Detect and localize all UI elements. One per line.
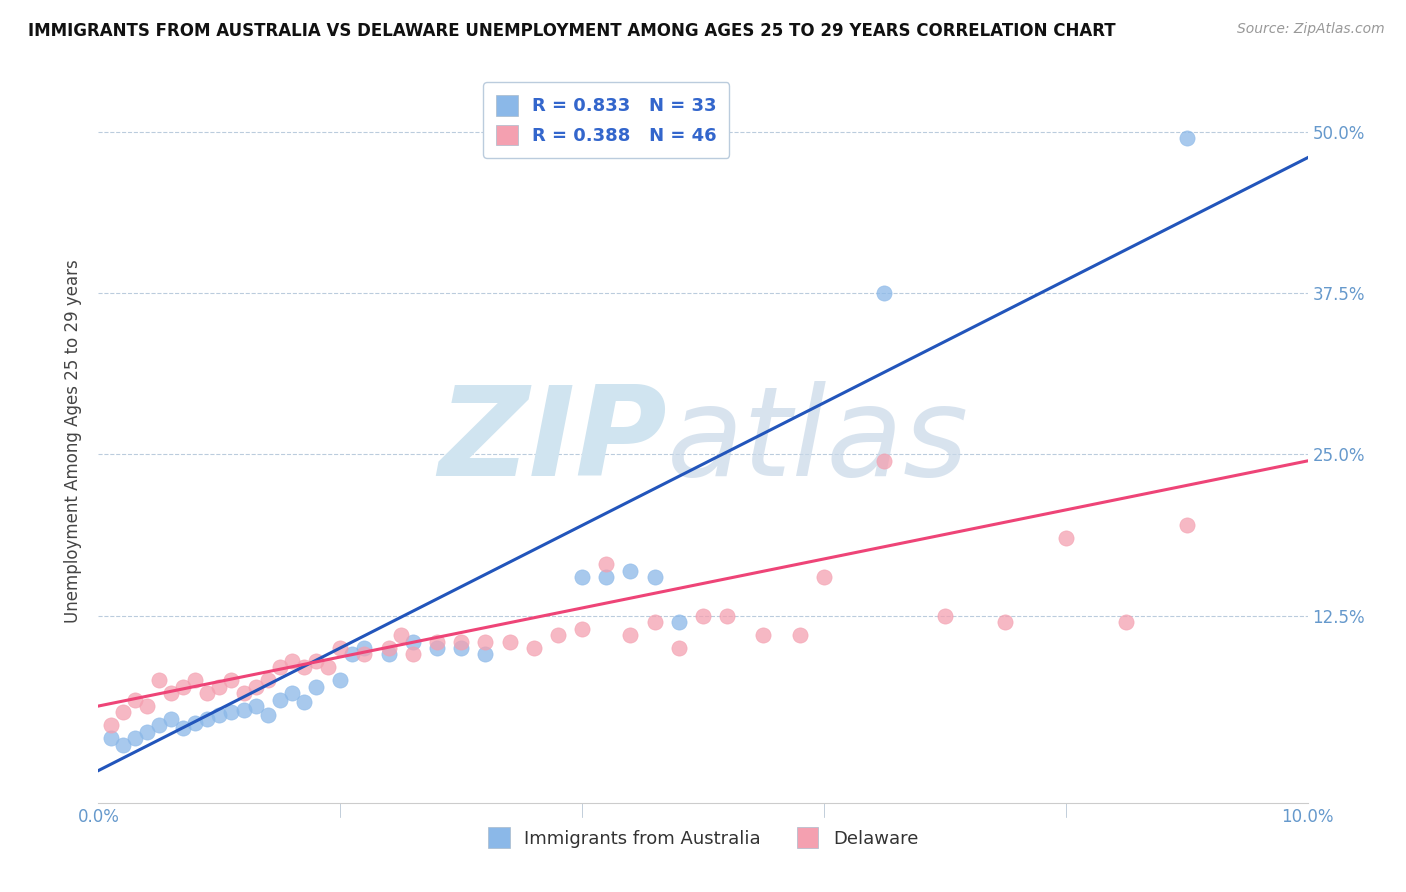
Point xyxy=(148,673,170,688)
Point xyxy=(316,660,339,674)
Point xyxy=(402,648,425,662)
Point xyxy=(221,706,243,720)
Point xyxy=(135,724,157,739)
Point xyxy=(208,708,231,723)
Point xyxy=(644,570,666,584)
Point xyxy=(160,686,183,700)
Point xyxy=(389,628,412,642)
Y-axis label: Unemployment Among Ages 25 to 29 years: Unemployment Among Ages 25 to 29 years xyxy=(65,260,83,624)
Point xyxy=(426,634,449,648)
Point xyxy=(232,686,254,700)
Point xyxy=(281,654,304,668)
Point xyxy=(160,712,183,726)
Point xyxy=(668,615,690,630)
Point xyxy=(595,570,617,584)
Point xyxy=(256,708,278,723)
Point xyxy=(474,634,496,648)
Point xyxy=(245,699,267,714)
Point xyxy=(208,680,231,694)
Point xyxy=(292,695,315,709)
Point xyxy=(402,634,425,648)
Text: atlas: atlas xyxy=(666,381,969,502)
Point xyxy=(523,640,546,655)
Point xyxy=(498,634,520,648)
Point xyxy=(184,715,207,730)
Point xyxy=(269,660,291,674)
Text: ZIP: ZIP xyxy=(439,381,666,502)
Point xyxy=(450,640,472,655)
Text: Source: ZipAtlas.com: Source: ZipAtlas.com xyxy=(1237,22,1385,37)
Point xyxy=(571,570,593,584)
Point xyxy=(934,608,956,623)
Point xyxy=(111,706,134,720)
Point xyxy=(668,640,690,655)
Legend: Immigrants from Australia, Delaware: Immigrants from Australia, Delaware xyxy=(477,816,929,859)
Point xyxy=(195,712,218,726)
Point xyxy=(256,673,278,688)
Point xyxy=(281,686,304,700)
Point xyxy=(873,286,896,301)
Point xyxy=(1115,615,1137,630)
Point xyxy=(571,622,593,636)
Point xyxy=(752,628,775,642)
Point xyxy=(305,654,328,668)
Point xyxy=(221,673,243,688)
Point xyxy=(269,692,291,706)
Point xyxy=(353,648,375,662)
Point xyxy=(111,738,134,752)
Point xyxy=(619,564,641,578)
Point xyxy=(195,686,218,700)
Point xyxy=(342,648,364,662)
Point xyxy=(135,699,157,714)
Point xyxy=(1175,518,1198,533)
Point xyxy=(873,454,896,468)
Point xyxy=(716,608,738,623)
Point xyxy=(100,731,122,746)
Point xyxy=(329,640,352,655)
Point xyxy=(644,615,666,630)
Point xyxy=(474,648,496,662)
Point xyxy=(1054,531,1077,545)
Point xyxy=(426,640,449,655)
Point xyxy=(100,718,122,732)
Point xyxy=(619,628,641,642)
Text: IMMIGRANTS FROM AUSTRALIA VS DELAWARE UNEMPLOYMENT AMONG AGES 25 TO 29 YEARS COR: IMMIGRANTS FROM AUSTRALIA VS DELAWARE UN… xyxy=(28,22,1116,40)
Point xyxy=(232,703,254,717)
Point xyxy=(595,557,617,571)
Point xyxy=(377,640,399,655)
Point xyxy=(353,640,375,655)
Point xyxy=(994,615,1017,630)
Point xyxy=(547,628,569,642)
Point xyxy=(124,731,146,746)
Point xyxy=(450,634,472,648)
Point xyxy=(124,692,146,706)
Point xyxy=(789,628,811,642)
Point xyxy=(172,680,194,694)
Point xyxy=(292,660,315,674)
Point xyxy=(245,680,267,694)
Point xyxy=(692,608,714,623)
Point xyxy=(377,648,399,662)
Point xyxy=(172,721,194,735)
Point xyxy=(813,570,835,584)
Point xyxy=(148,718,170,732)
Point xyxy=(1175,131,1198,145)
Point xyxy=(329,673,352,688)
Point xyxy=(184,673,207,688)
Point xyxy=(305,680,328,694)
